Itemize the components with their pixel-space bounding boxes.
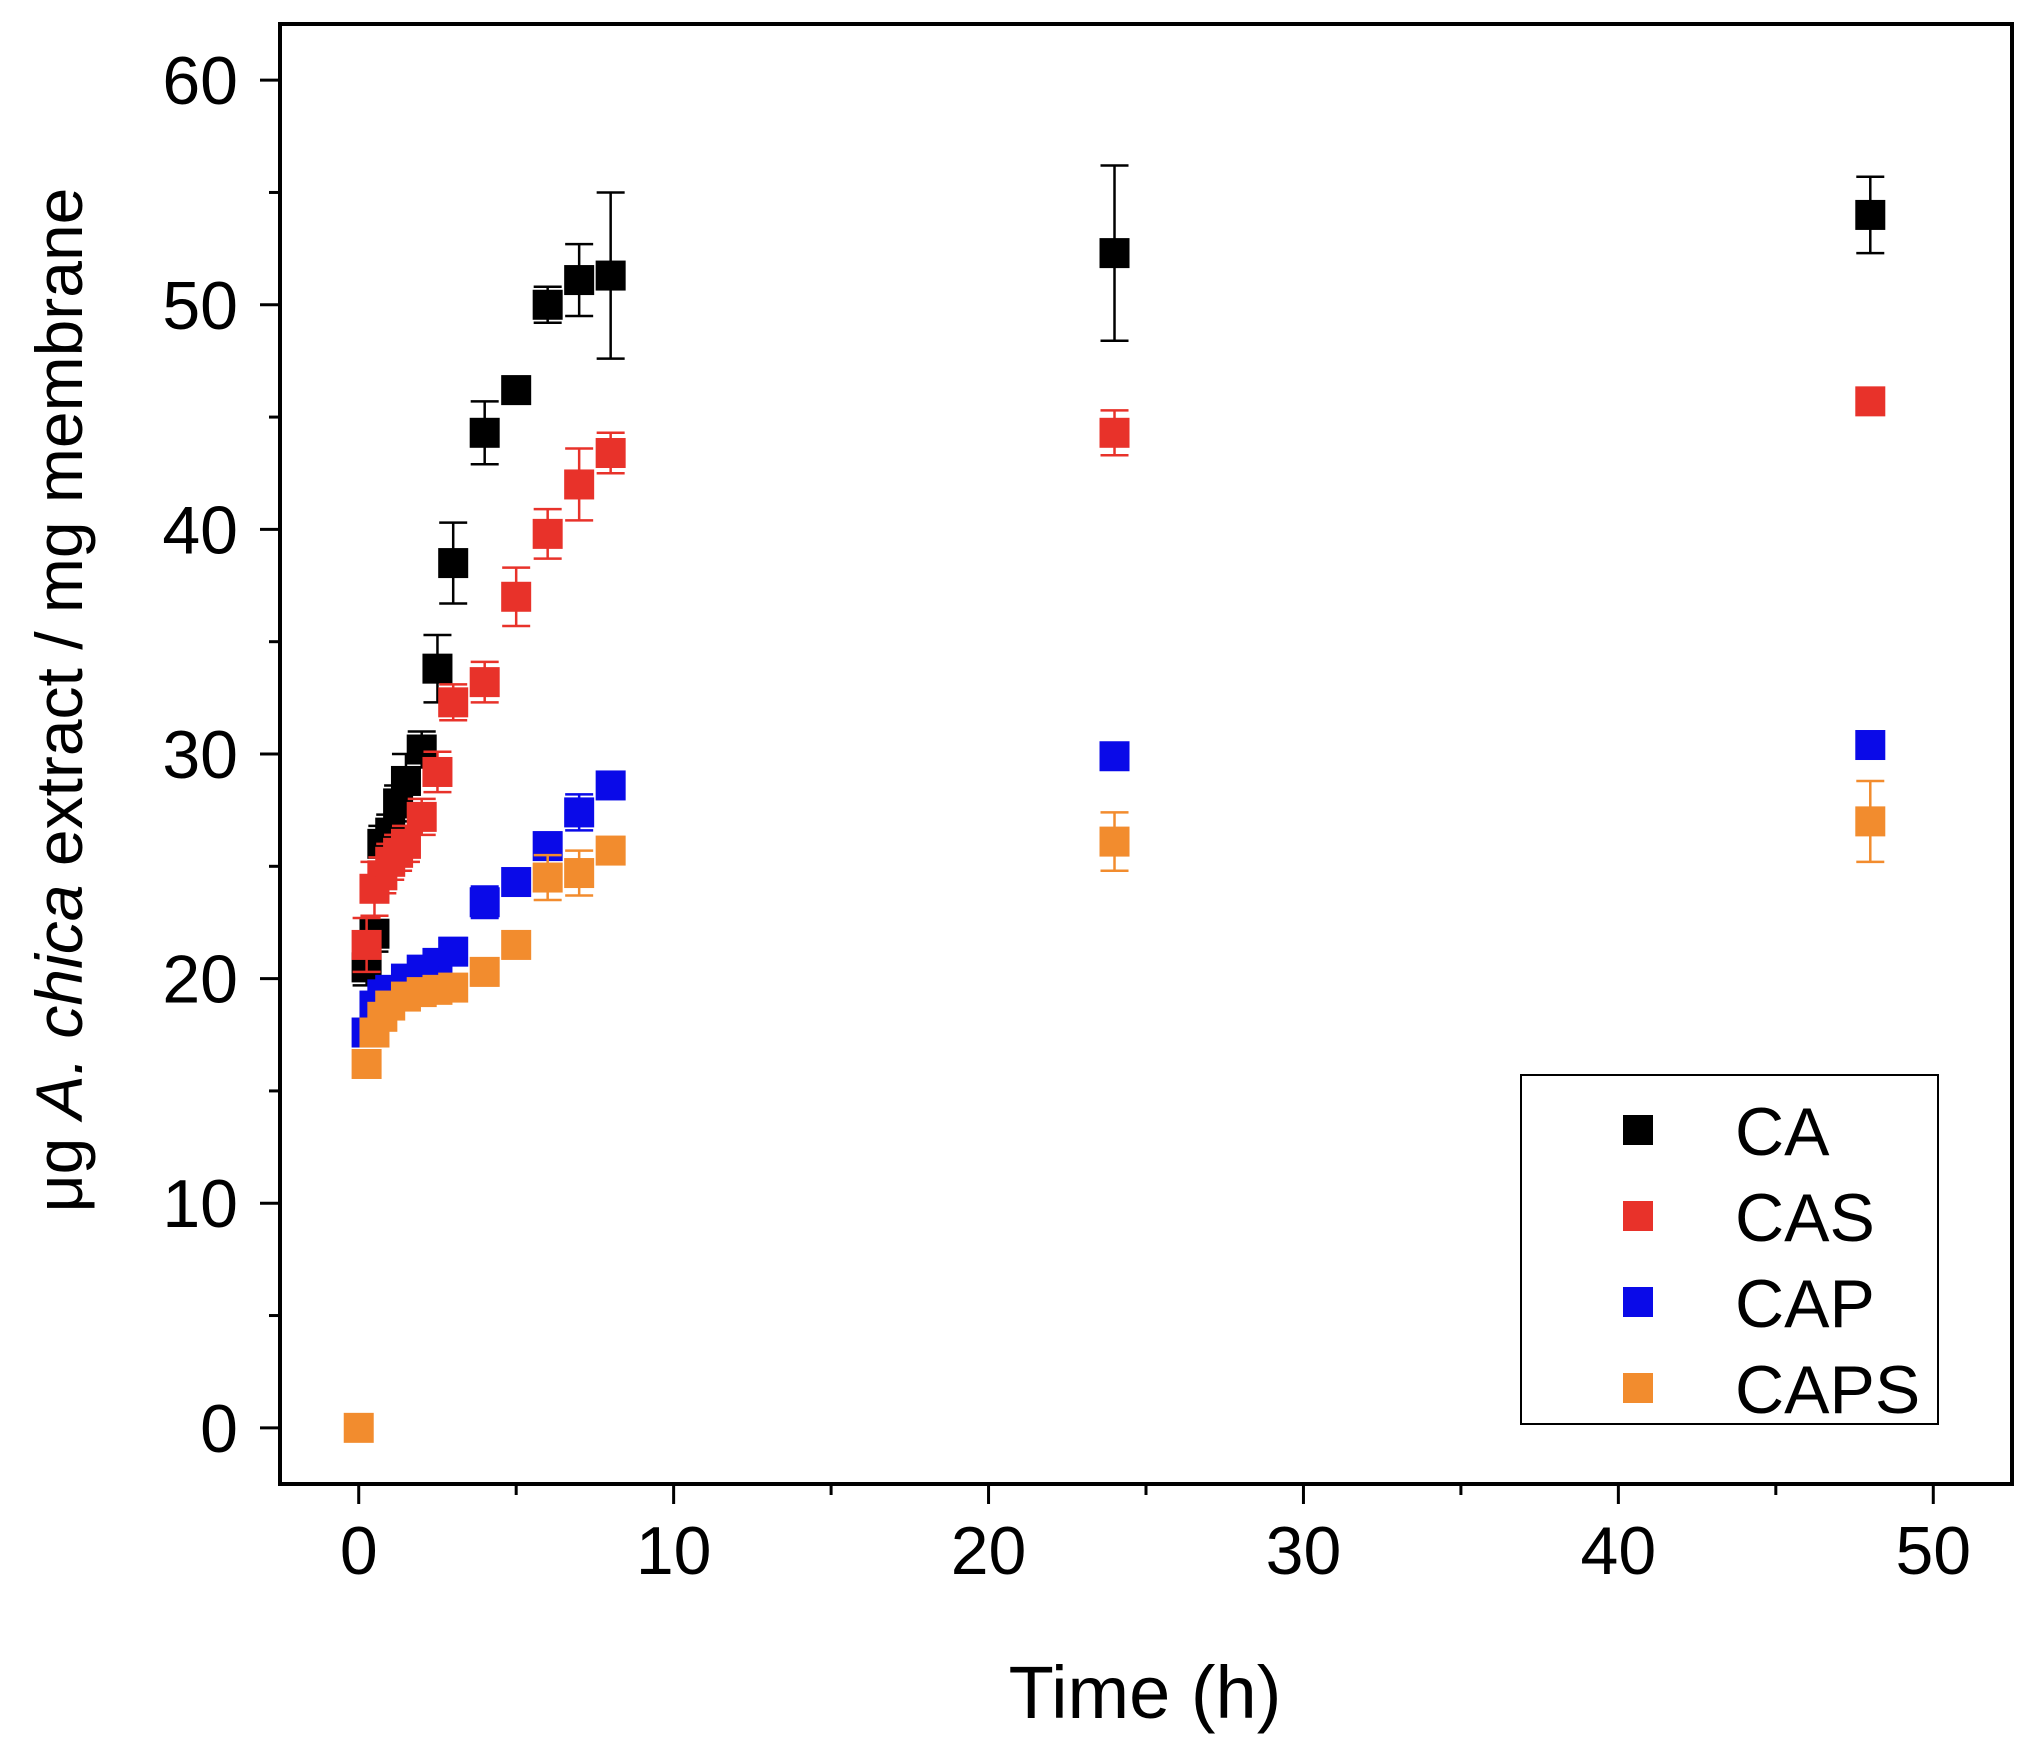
data-point [532,518,563,549]
data-point [501,375,532,406]
data-point [438,687,469,718]
series-caps [343,779,1886,1443]
data-point [1099,826,1130,857]
series-group [343,164,1886,1443]
data-point [501,929,532,960]
y-tick-label: 10 [162,1166,238,1242]
data-point [1099,741,1130,772]
data-point [564,469,595,500]
data-point [422,653,453,684]
x-tick-label: 50 [1895,1513,1971,1589]
data-point [438,548,469,579]
legend-marker-ca [1623,1115,1653,1145]
data-point [532,862,563,893]
legend-label-cap: CAP [1735,1266,1875,1342]
x-axis-label: Time (h) [1009,1651,1282,1734]
legend: CA CAS CAP CAPS [1520,1074,1939,1428]
data-point [406,801,437,832]
x-tick-label: 10 [636,1513,712,1589]
y-axis-label-prefix: μg [22,1119,96,1212]
y-axis-label-italic: A. chica [22,885,96,1124]
data-point [595,260,626,291]
legend-marker-cap [1623,1287,1653,1317]
series-ca [351,164,1886,987]
y-tick-label: 30 [162,717,238,793]
data-point [564,858,595,889]
legend-label-cas: CAS [1735,1180,1875,1256]
data-point [422,756,453,787]
y-tick-label: 50 [162,268,238,344]
y-tick-label: 40 [162,492,238,568]
data-point [469,667,500,698]
data-point [351,929,382,960]
y-tick-label: 60 [162,43,238,119]
data-point [501,581,532,612]
x-tick-label: 30 [1266,1513,1342,1589]
data-point [1855,386,1886,417]
data-point [1099,238,1130,269]
data-point [564,265,595,296]
data-point [501,867,532,898]
x-tick-label: 40 [1581,1513,1657,1589]
data-point [390,765,421,796]
data-point [595,770,626,801]
data-point [469,956,500,987]
data-point [390,828,421,859]
legend-marker-caps [1623,1373,1653,1403]
data-point [595,438,626,469]
x-tick-label: 0 [340,1513,378,1589]
legend-box [1520,1074,1939,1425]
ticks: 0 10 20 30 40 50 0 10 20 30 40 50 60 [162,43,1971,1589]
data-point [532,289,563,320]
data-point [351,1048,382,1079]
data-point [1855,199,1886,230]
series-cap [351,730,1886,1048]
legend-label-ca: CA [1735,1094,1830,1170]
y-axis-label: μg A. chica extract / mg membrane [22,188,96,1213]
data-point [438,972,469,1003]
data-point [343,1412,374,1443]
legend-label-caps: CAPS [1735,1352,1920,1428]
legend-marker-cas [1623,1201,1653,1231]
data-point [1855,730,1886,761]
data-point [1099,417,1130,448]
data-point [469,417,500,448]
y-tick-label: 0 [200,1391,238,1467]
data-point [469,887,500,918]
data-point [438,936,469,967]
series-cas [351,386,1886,974]
x-tick-label: 20 [951,1513,1027,1589]
data-point [564,797,595,828]
data-point [1855,806,1886,837]
y-axis-label-suffix: extract / mg membrane [22,188,96,885]
y-tick-label: 20 [162,942,238,1018]
data-point [595,835,626,866]
